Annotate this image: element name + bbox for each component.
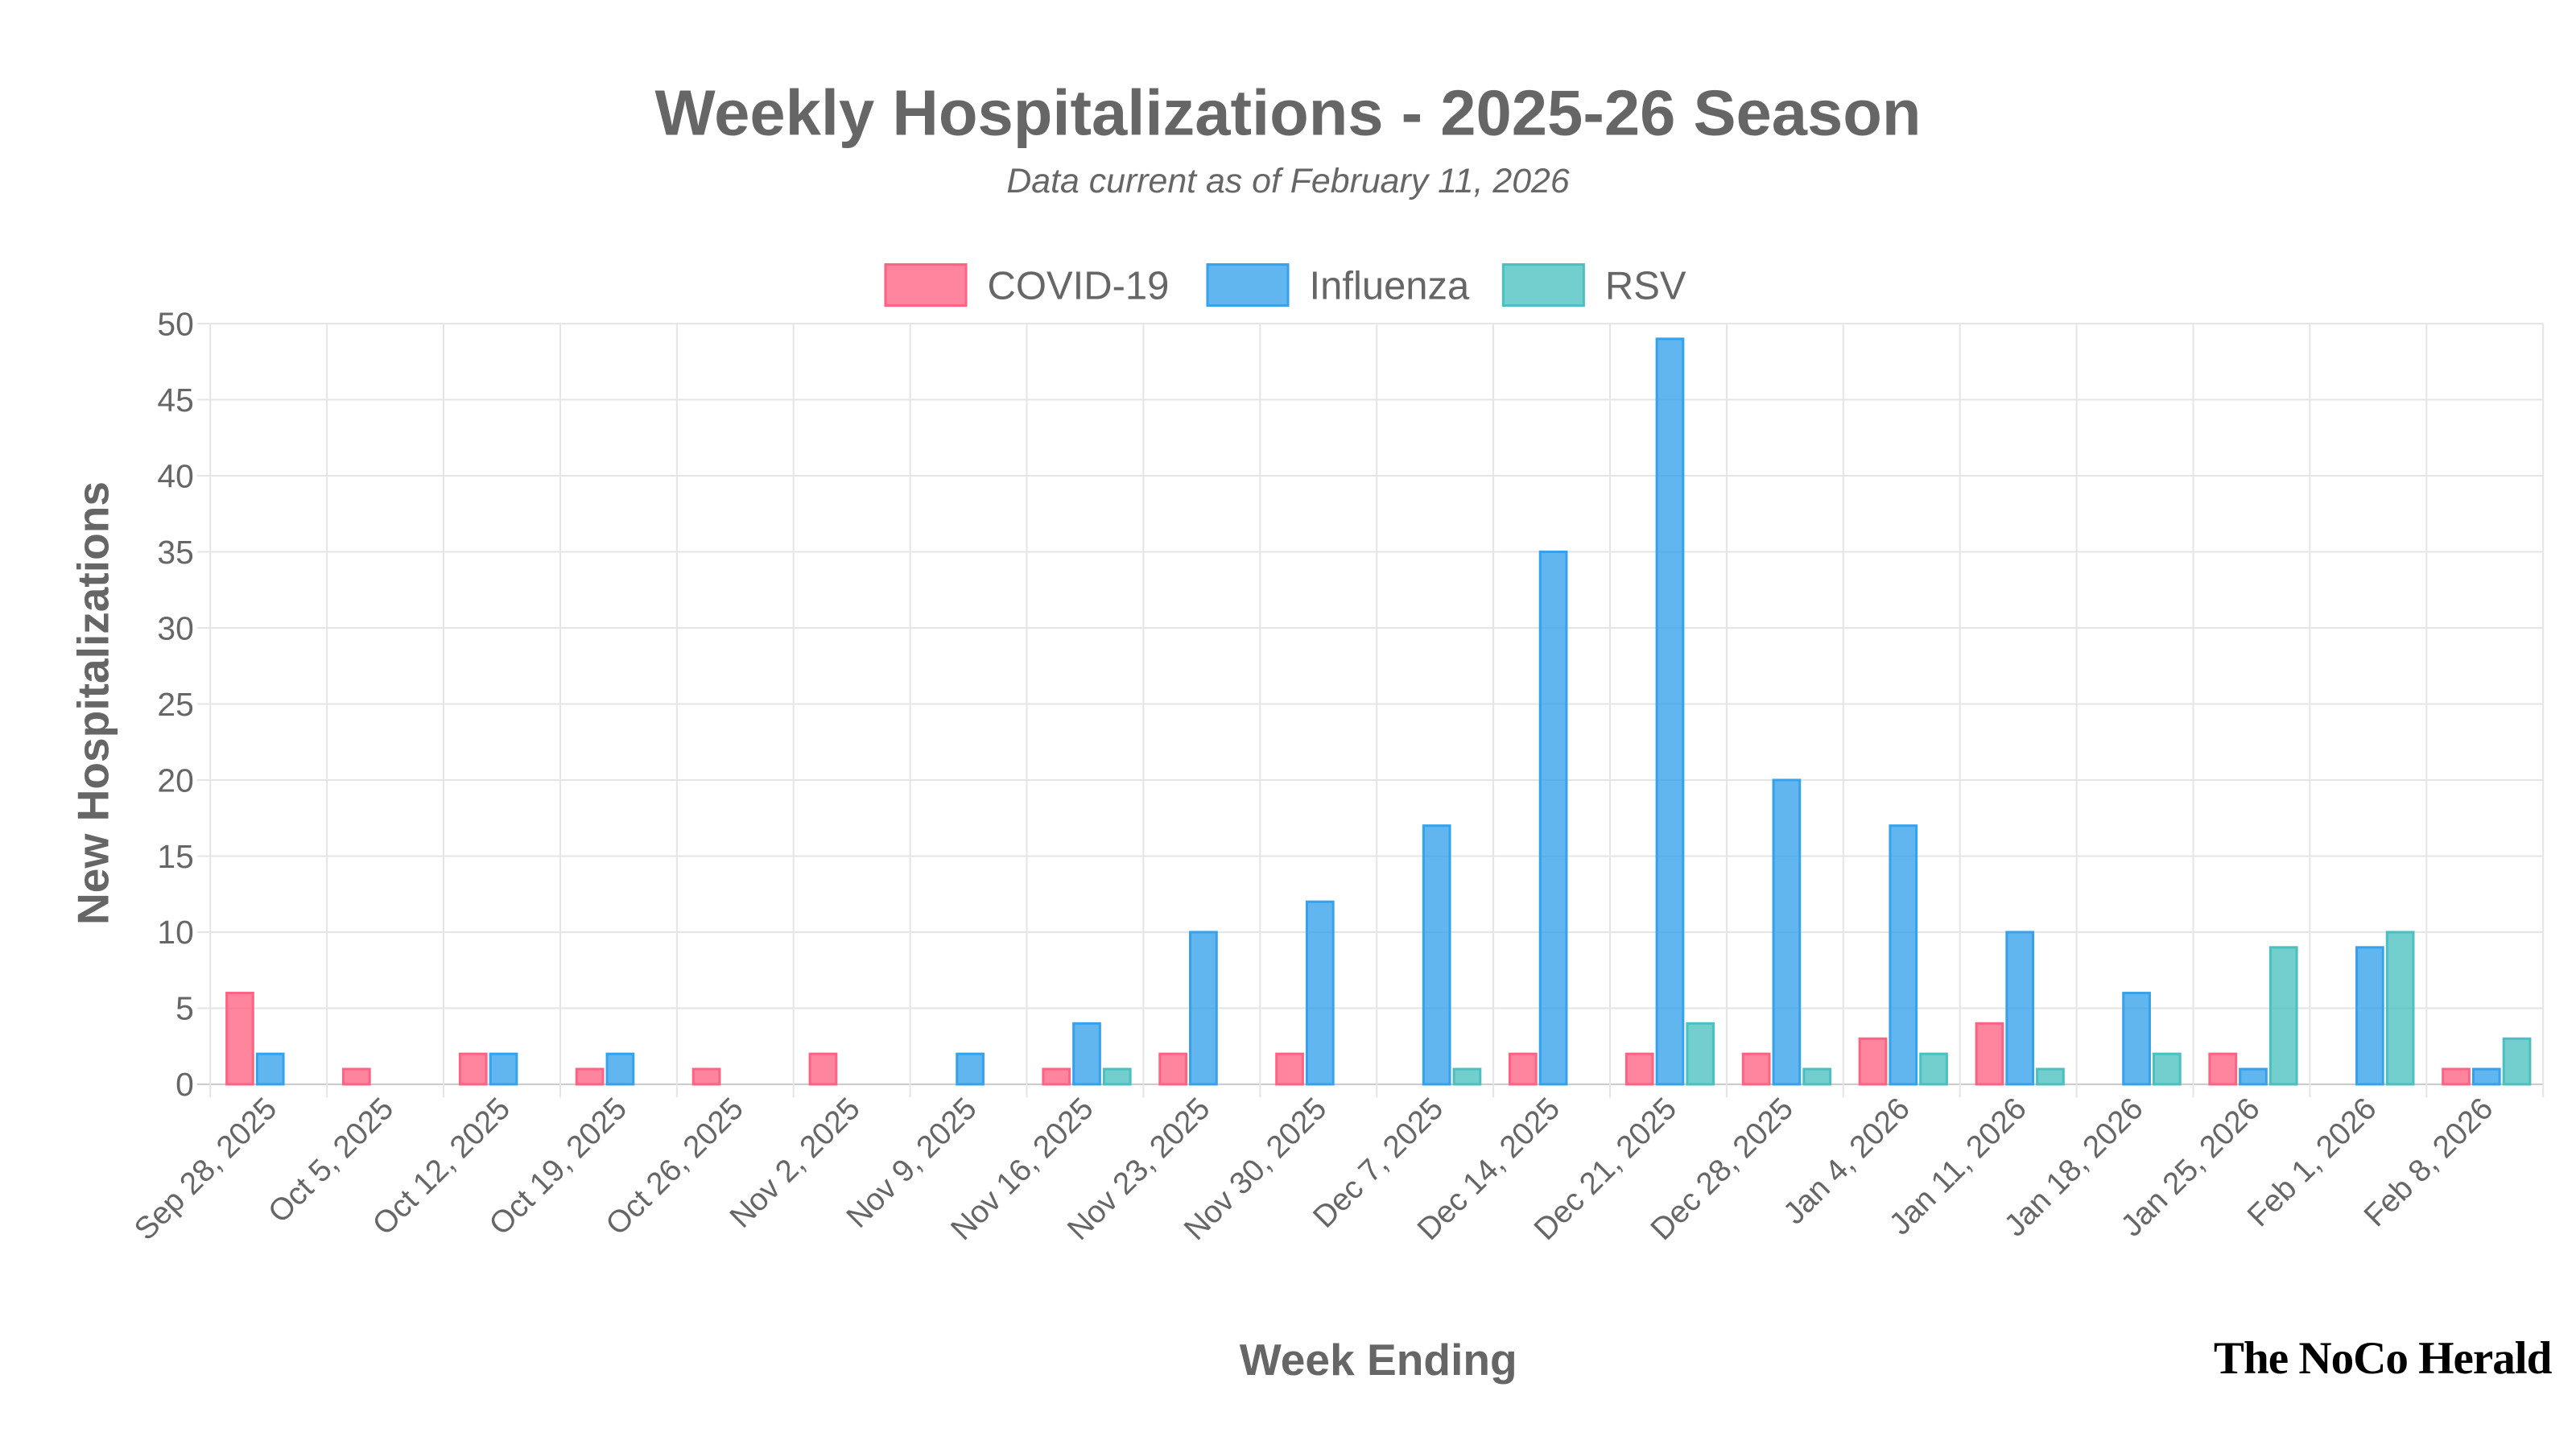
legend-label: COVID-19 (988, 264, 1170, 308)
bar-influenza[interactable] (2122, 992, 2151, 1086)
y-axis-ticks: 0 5 10 15 20 25 30 35 40 45 50 (157, 305, 193, 1103)
bar-influenza[interactable] (2471, 1067, 2501, 1086)
bar-covid-19[interactable] (691, 1067, 721, 1086)
bar-rsv[interactable] (2268, 946, 2298, 1086)
bar-influenza[interactable] (2355, 946, 2384, 1086)
y-tick-label: 10 (157, 914, 193, 951)
bar-covid-19[interactable] (1975, 1022, 2004, 1086)
bar-rsv[interactable] (2036, 1067, 2065, 1086)
bar-covid-19[interactable] (1624, 1052, 1654, 1086)
bar-covid-19[interactable] (225, 992, 254, 1086)
bar-rsv[interactable] (1452, 1067, 1482, 1086)
y-tick-label: 0 (175, 1066, 194, 1103)
bar-influenza[interactable] (1538, 550, 1568, 1086)
legend-swatch (1206, 263, 1290, 308)
bar-covid-19[interactable] (2208, 1052, 2238, 1086)
chart-title: Weekly Hospitalizations - 2025-26 Season (654, 76, 1921, 148)
bar-rsv[interactable] (1802, 1067, 1831, 1086)
legend-item[interactable]: COVID-19 (884, 263, 1170, 308)
bar-influenza[interactable] (1189, 931, 1218, 1086)
bar-covid-19[interactable] (808, 1052, 838, 1086)
bar-influenza[interactable] (1655, 337, 1685, 1086)
bar-influenza[interactable] (1072, 1022, 1101, 1086)
bar-covid-19[interactable] (575, 1067, 605, 1086)
watermark-logo: The NoCo Herald (2214, 1333, 2553, 1384)
legend-item[interactable]: Influenza (1206, 263, 1471, 308)
bar-rsv[interactable] (2152, 1052, 2182, 1086)
bar-rsv[interactable] (2502, 1037, 2532, 1086)
y-tick-label: 35 (157, 534, 193, 571)
bar-rsv[interactable] (1686, 1022, 1715, 1086)
y-tick-label: 45 (157, 382, 193, 419)
bar-influenza[interactable] (956, 1052, 985, 1086)
y-tick-label: 50 (157, 305, 193, 342)
bar-influenza[interactable] (1422, 824, 1451, 1086)
legend-swatch (884, 263, 968, 308)
bar-influenza[interactable] (255, 1052, 285, 1086)
bar-influenza[interactable] (489, 1052, 518, 1086)
legend-item[interactable]: RSV (1501, 263, 1686, 308)
grid (196, 323, 2545, 1098)
chart-subtitle: Data current as of February 11, 2026 (1006, 162, 1570, 200)
y-tick-label: 40 (157, 457, 193, 494)
bar-influenza[interactable] (2005, 931, 2035, 1086)
x-axis-title: Week Ending (1240, 1335, 1517, 1385)
bar-influenza[interactable] (1305, 900, 1335, 1086)
bar-covid-19[interactable] (1508, 1052, 1538, 1086)
bar-covid-19[interactable] (342, 1067, 371, 1086)
bar-influenza[interactable] (1889, 824, 1918, 1086)
x-tick-label: Sep 28, 2025 (128, 1092, 284, 1248)
bar-covid-19[interactable] (1158, 1052, 1187, 1086)
bar-rsv[interactable] (1102, 1067, 1132, 1086)
y-tick-label: 5 (175, 990, 194, 1027)
bar-covid-19[interactable] (2442, 1067, 2471, 1086)
bar-influenza[interactable] (2239, 1067, 2268, 1086)
bar-influenza[interactable] (605, 1052, 635, 1086)
legend-label: Influenza (1310, 264, 1471, 308)
bar-covid-19[interactable] (1741, 1052, 1771, 1086)
y-tick-label: 30 (157, 609, 193, 646)
bar-influenza[interactable] (1772, 778, 1802, 1086)
y-axis-title: New Hospitalizations (68, 481, 118, 925)
bars (225, 337, 2532, 1086)
y-tick-label: 25 (157, 686, 193, 723)
bar-rsv[interactable] (1919, 1052, 1948, 1086)
legend-label: RSV (1605, 264, 1686, 308)
bar-covid-19[interactable] (1275, 1052, 1304, 1086)
legend: COVID-19 Influenza RSV (884, 263, 1686, 308)
bar-covid-19[interactable] (1858, 1037, 1888, 1086)
bar-rsv[interactable] (2385, 931, 2415, 1086)
legend-swatch (1501, 263, 1585, 308)
y-tick-label: 15 (157, 838, 193, 875)
y-tick-label: 20 (157, 762, 193, 799)
bar-covid-19[interactable] (458, 1052, 488, 1086)
bar-covid-19[interactable] (1042, 1067, 1071, 1086)
